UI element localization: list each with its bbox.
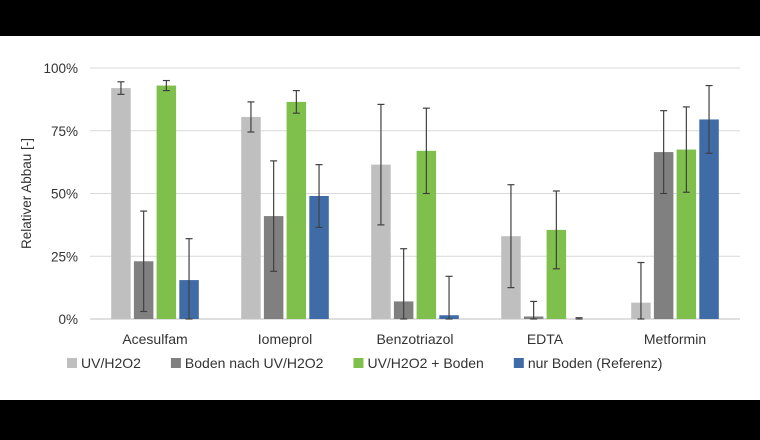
bar-nur-boden-referenz-iomeprol	[309, 196, 329, 319]
legend-swatch-nur-boden-referenz	[513, 358, 524, 368]
chart-figure: 0% 25% 50% 75% 100% Relativer Abbau [-] Acesul…	[0, 36, 760, 400]
legend-swatch-uv-h2o2-boden	[353, 358, 364, 368]
bar-uv-h2o2-boden-iomeprol	[286, 101, 307, 319]
x-tick-label-benzotriazol: Benzotriazol	[376, 331, 453, 347]
bar-uv-h2o2-acesulfam	[111, 88, 131, 319]
bar-boden-nach-uv-h2o2-metformin	[653, 152, 674, 319]
bar-uv-h2o2-boden-benzotriazol	[416, 150, 437, 319]
bar-uv-h2o2-iomeprol	[241, 116, 261, 319]
bar-nur-boden-referenz-metformin	[699, 119, 719, 319]
y-tick-label-75: 75%	[51, 124, 78, 139]
legend-label-nur-boden-referenz: nur Boden (Referenz)	[528, 355, 663, 371]
legend-swatch-uv-h2o2	[67, 358, 77, 368]
y-tick-label-0: 0%	[58, 312, 78, 327]
legend-label-uv-h2o2-boden: UV/H2O2 + Boden	[367, 355, 483, 371]
bar-uv-h2o2-boden-metformin	[676, 149, 697, 319]
bar-uv-h2o2-benzotriazol	[371, 164, 391, 319]
bar-uv-h2o2-boden-edta	[546, 229, 567, 319]
x-tick-label-metformin: Metformin	[644, 331, 706, 347]
legend-swatch-boden-nach-uv-h2o2	[170, 358, 181, 368]
y-tick-label-50: 50%	[51, 187, 78, 202]
bar-chart: 0% 25% 50% 75% 100% Relativer Abbau [-] Acesul…	[19, 61, 740, 371]
bar-uv-h2o2-boden-acesulfam	[156, 85, 177, 319]
legend-label-boden-nach-uv-h2o2: Boden nach UV/H2O2	[185, 355, 324, 371]
y-axis-label: Relativer Abbau [-]	[19, 138, 34, 249]
y-tick-label-100: 100%	[43, 61, 78, 76]
x-tick-label-iomeprol: Iomeprol	[258, 331, 312, 347]
x-tick-label-acesulfam: Acesulfam	[122, 331, 187, 347]
y-tick-label-25: 25%	[51, 249, 78, 264]
legend-label-uv-h2o2: UV/H2O2	[81, 355, 141, 371]
x-tick-label-edta: EDTA	[527, 331, 564, 347]
